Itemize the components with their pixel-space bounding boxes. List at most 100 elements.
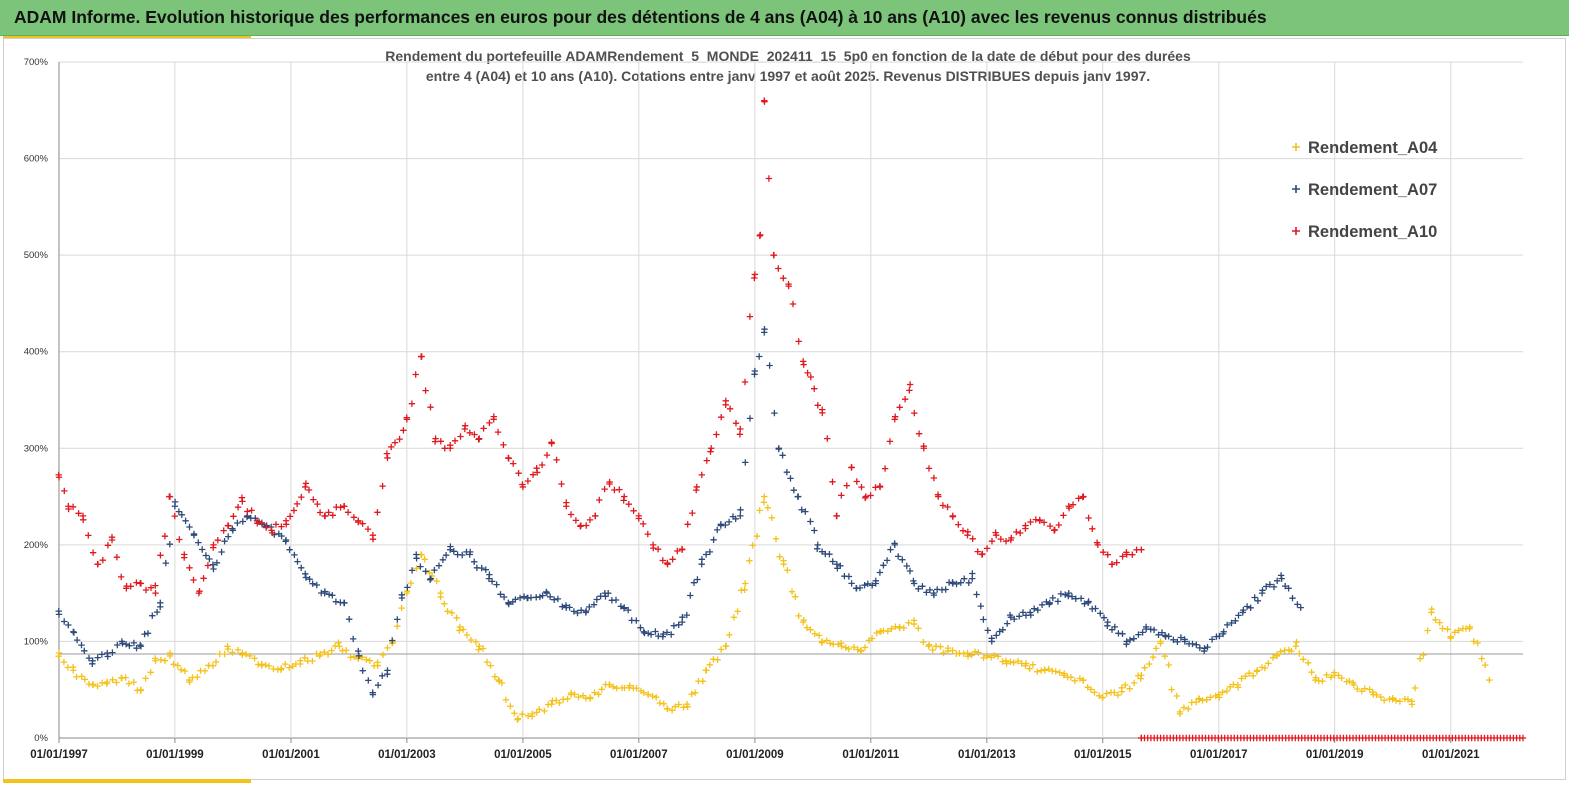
data-point: [1428, 609, 1435, 616]
data-point: [384, 454, 391, 462]
data-point: [563, 503, 570, 510]
data-point: [166, 493, 174, 500]
data-point: [89, 657, 96, 664]
data-point: [1370, 691, 1377, 698]
x-tick-label: 01/01/1999: [146, 749, 204, 761]
x-tick-label: 01/01/2005: [494, 749, 552, 761]
legend-item-rendement-a10: Rendement_A10: [1292, 223, 1437, 241]
data-point: [857, 647, 865, 655]
data-point: [79, 512, 87, 520]
data-point: [983, 652, 991, 660]
data-point: [55, 611, 63, 618]
data-point: [1094, 541, 1102, 549]
y-tick-label: 200%: [24, 540, 49, 551]
data-series: [55, 97, 1527, 742]
data-point: [1123, 551, 1130, 558]
data-point: [398, 594, 406, 602]
data-point: [1065, 503, 1072, 510]
header-banner: ADAM Informe. Evolution historique des p…: [0, 0, 1569, 36]
x-tick-label: 01/01/2009: [726, 749, 784, 761]
data-point: [1466, 623, 1474, 631]
data-point: [780, 560, 787, 568]
data-point: [1389, 696, 1396, 703]
data-point: [664, 705, 671, 713]
data-point: [838, 643, 845, 650]
data-point: [969, 575, 976, 582]
legend: Rendement_A04 Rendement_A07 Rendement_A10: [1292, 139, 1438, 241]
data-point: [935, 493, 942, 500]
data-point: [848, 464, 855, 471]
series-rendement-a04: [55, 493, 1493, 723]
data-point: [1026, 609, 1034, 616]
x-tick-label: 01/01/1997: [30, 749, 88, 761]
data-point: [891, 416, 898, 423]
data-point: [833, 512, 841, 520]
data-point: [258, 662, 265, 669]
data-point: [814, 541, 821, 549]
data-point: [621, 604, 628, 611]
data-point: [1046, 599, 1053, 606]
legend-label: Rendement_A04: [1308, 139, 1438, 157]
data-point: [1220, 628, 1227, 635]
data-point: [799, 358, 807, 365]
data-point: [1162, 633, 1169, 640]
data-point: [606, 681, 613, 689]
data-point: [519, 483, 527, 491]
data-point: [621, 493, 628, 500]
x-tick-label: 01/01/2015: [1074, 749, 1132, 761]
data-point: [1138, 734, 1145, 742]
series-rendement-a10-0-: [1138, 734, 1527, 742]
data-point: [1331, 672, 1338, 679]
data-point: [635, 512, 643, 520]
data-point: [1007, 614, 1015, 621]
data-point: [988, 638, 995, 645]
data-point: [930, 589, 937, 597]
data-point: [239, 498, 246, 505]
data-point: [1065, 589, 1072, 597]
data-point: [949, 580, 957, 587]
data-point: [543, 589, 551, 597]
data-point: [872, 580, 879, 587]
data-point: [55, 474, 63, 481]
data-point: [799, 618, 807, 626]
x-tick-label: 01/01/2007: [610, 749, 668, 761]
data-point: [1138, 546, 1145, 553]
data-point: [1350, 681, 1357, 689]
data-point: [278, 665, 285, 672]
data-point: [548, 701, 555, 708]
data-point: [432, 435, 439, 442]
data-point: [1036, 517, 1044, 524]
data-point: [495, 676, 502, 684]
accent-bar-top: [3, 36, 251, 39]
data-point: [737, 512, 744, 520]
data-point: [1486, 676, 1493, 684]
data-point: [678, 618, 686, 626]
data-point: [437, 589, 444, 597]
data-point: [427, 575, 435, 582]
data-point: [577, 522, 585, 529]
data-point: [340, 599, 348, 606]
data-point: [925, 643, 932, 650]
data-point: [268, 527, 275, 534]
x-tick-label: 01/01/2013: [958, 749, 1016, 761]
data-point: [761, 493, 768, 500]
data-point: [108, 536, 116, 544]
data-point: [514, 715, 522, 722]
legend-marker: [1292, 143, 1300, 151]
data-point: [529, 710, 536, 718]
data-point: [964, 649, 971, 657]
data-point: [664, 560, 671, 568]
data-point: [413, 551, 420, 558]
data-point: [1138, 672, 1145, 679]
data-point: [978, 551, 986, 558]
data-point: [587, 694, 594, 701]
data-point: [703, 667, 710, 674]
data-point: [94, 560, 101, 568]
y-tick-label: 300%: [24, 443, 49, 454]
data-point: [906, 387, 913, 394]
data-point: [1022, 522, 1029, 529]
data-point: [761, 329, 768, 336]
data-point: [1215, 691, 1222, 698]
data-point: [708, 445, 715, 452]
data-point: [1118, 688, 1125, 695]
